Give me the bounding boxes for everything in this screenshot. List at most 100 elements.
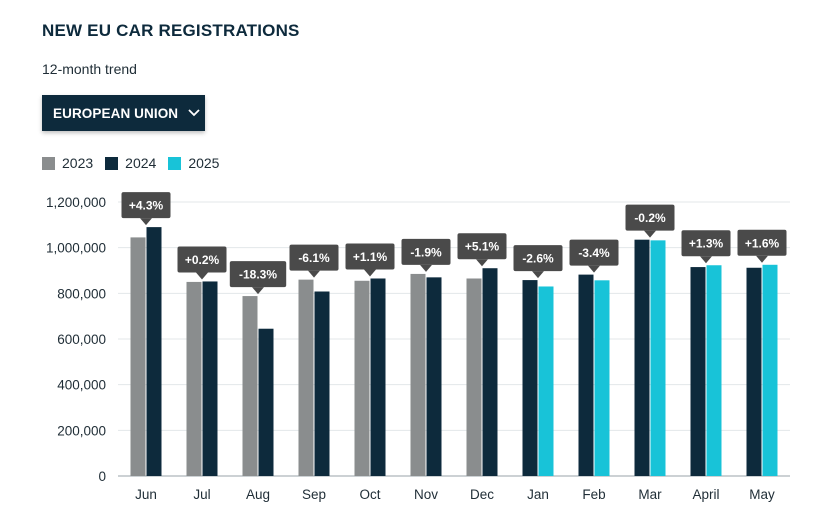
change-bubble [457,233,507,260]
change-bubble [401,238,451,265]
bar-2024-jun [146,227,162,476]
change-bubble-pointer [532,271,544,279]
change-bubble [121,192,171,219]
change-label-mar: -0.2% [625,204,675,238]
change-bubble-pointer [196,272,208,280]
change-bubble-pointer [756,255,768,263]
change-bubble [177,246,227,273]
legend-label-2023: 2023 [62,155,94,171]
x-tick-label: Feb [582,487,605,502]
change-value: +0.2% [185,253,220,267]
chevron-down-icon [188,109,200,117]
change-value: +1.3% [689,237,724,251]
x-tick-label: Aug [246,487,270,502]
change-bubble-pointer [308,270,320,278]
change-label-nov: -1.9% [401,238,451,272]
bar-2024-jul [202,281,218,476]
region-select-label: EUROPEAN UNION [53,105,179,121]
x-tick-label: Dec [470,487,494,502]
bar-2023-aug [242,296,258,476]
bar-2024-mar [634,239,650,476]
bar-2025-jan [538,286,554,476]
bar-2024-nov [426,277,442,476]
bar-2025-may [762,264,778,476]
change-bubble-pointer [140,218,152,226]
change-value: +1.1% [353,250,388,264]
bar-2024-oct [370,278,386,476]
change-bubble [569,239,619,266]
bar-2024-may [746,267,762,476]
y-tick-label: 1,000,000 [46,241,106,256]
legend-item-2024[interactable]: 2024 [105,155,156,171]
x-tick-label: Nov [414,487,438,502]
y-tick-label: 200,000 [57,423,106,438]
change-bubble [289,244,339,271]
change-label-jan: -2.6% [513,245,563,279]
change-value: -18.3% [239,268,277,282]
x-tick-label: May [749,487,775,502]
legend-item-2025[interactable]: 2025 [168,155,219,171]
legend-swatch-2025 [168,156,182,170]
change-label-oct: +1.1% [345,243,395,277]
x-tick-label: Oct [359,487,380,502]
bar-2024-dec [482,268,498,476]
change-value: +5.1% [465,240,500,254]
change-label-dec: +5.1% [457,233,507,267]
change-label-jun: +4.3% [121,192,171,226]
legend-swatch-2023 [42,156,55,170]
change-bubble-pointer [252,287,264,295]
x-tick-label: April [692,487,719,502]
x-tick-label: Jul [193,487,210,502]
bar-2024-april [690,267,706,476]
change-bubble [625,204,675,231]
change-value: -0.2% [634,211,666,225]
change-bubble [345,243,395,270]
change-value: -1.9% [410,245,442,259]
legend-label-2024: 2024 [125,155,157,171]
bar-2023-nov [410,273,426,476]
change-bubble-pointer [588,265,600,273]
bar-2023-oct [354,280,370,476]
change-label-april: +1.3% [681,230,731,264]
change-bubble-pointer [364,269,376,277]
change-label-aug: -18.3% [229,261,287,295]
legend-label-2025: 2025 [188,155,220,171]
x-tick-label: Jan [527,487,549,502]
region-select-button[interactable]: EUROPEAN UNION [42,95,205,131]
change-bubble-pointer [644,230,656,238]
bar-2023-jul [186,281,202,476]
legend-item-2023[interactable]: 2023 [42,155,93,171]
bar-2023-dec [466,278,482,476]
change-label-feb: -3.4% [569,239,619,273]
bar-2023-jun [130,237,146,476]
bar-2025-april [706,265,722,476]
bar-2025-feb [594,280,610,476]
legend-swatch-2024 [105,156,119,170]
change-bubble [681,230,731,257]
y-tick-label: 800,000 [57,286,106,301]
change-bubble [737,229,787,256]
x-tick-label: Sep [302,487,326,502]
bar-2024-sep [314,291,330,476]
change-label-jul: +0.2% [177,246,227,280]
y-tick-label: 0 [98,469,106,484]
bar-2024-aug [258,328,274,476]
x-tick-label: Jun [135,487,157,502]
change-value: -6.1% [298,251,330,265]
change-bubble-pointer [420,264,432,272]
change-value: +4.3% [129,199,164,213]
bar-2024-feb [578,274,594,476]
x-tick-label: Mar [638,487,662,502]
bar-2023-sep [298,279,314,476]
change-value: +1.6% [745,236,780,250]
y-tick-label: 600,000 [57,332,106,347]
chart-legend: 2023 2024 2025 [42,155,231,171]
bar-2024-jan [522,280,538,476]
change-bubble [229,261,287,288]
chart-title: NEW EU CAR REGISTRATIONS [42,21,300,40]
bar-2025-mar [650,240,666,476]
chart-subtitle: 12-month trend [42,61,137,77]
y-tick-label: 1,200,000 [46,195,106,210]
change-label-sep: -6.1% [289,244,339,278]
